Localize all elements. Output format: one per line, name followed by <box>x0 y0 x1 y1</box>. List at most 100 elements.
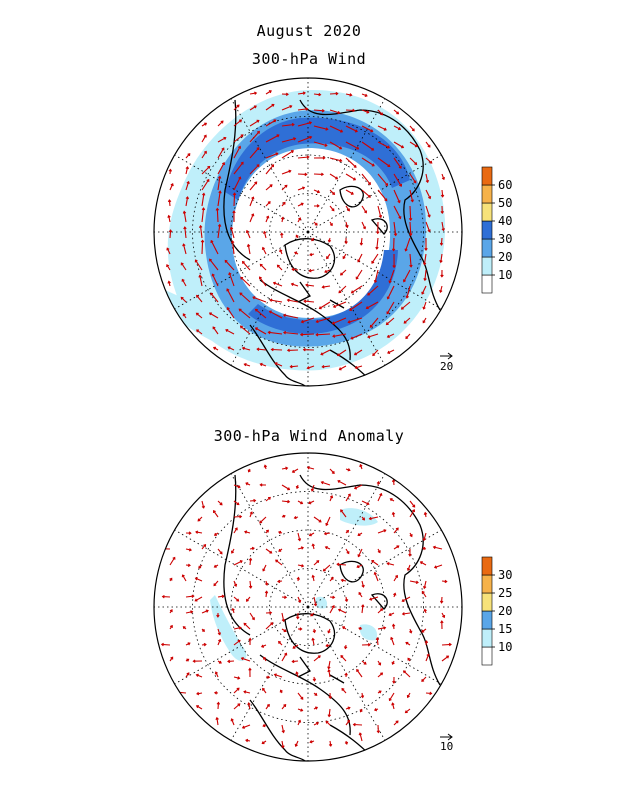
wind-vector-head <box>282 514 286 518</box>
wind-vector-head <box>444 579 448 584</box>
wind-vector-head <box>372 353 376 357</box>
wind-vector <box>371 560 379 566</box>
wind-vector <box>270 299 283 303</box>
wind-vector <box>345 109 355 112</box>
wind-vector-head <box>273 673 277 677</box>
wind-vector <box>389 269 395 283</box>
wind-vector <box>377 672 383 678</box>
wind-vector-head <box>284 652 288 656</box>
wind-vector-head <box>361 584 365 588</box>
wind-vector-head <box>264 590 269 594</box>
wind-vector-head <box>300 708 304 712</box>
wind-vector-head <box>423 278 427 282</box>
wind-vector <box>255 327 267 335</box>
wind-vector <box>265 134 280 143</box>
wind-vector-head <box>300 546 304 550</box>
wind-vector <box>345 189 354 195</box>
wind-vector-head <box>358 626 362 631</box>
wind-vector-head <box>287 499 291 504</box>
wind-vector-head <box>391 478 396 483</box>
wind-vector-head <box>233 583 238 587</box>
wind-vector <box>329 92 338 95</box>
reference-vector-wind: 20 <box>440 352 453 373</box>
wind-vector-head <box>209 258 212 262</box>
colorbar-anomaly: 10 15 20 25 30 <box>481 556 512 666</box>
wind-vector-head <box>302 347 306 352</box>
wind-vector-head <box>273 119 277 123</box>
wind-vector-head <box>426 653 430 657</box>
wind-vector-head <box>256 164 260 168</box>
wind-vector-head <box>347 706 351 710</box>
wind-vectors <box>166 90 446 371</box>
wind-vector-head <box>293 515 297 520</box>
wind-vector-head <box>218 190 222 194</box>
wind-vector-head <box>356 668 360 672</box>
wind-vector-head <box>410 199 415 203</box>
wind-vector-head <box>380 608 384 612</box>
colorbar-segment <box>481 610 493 630</box>
wind-vector-head <box>344 241 348 245</box>
wind-vector <box>341 688 347 694</box>
wind-vector <box>409 125 415 132</box>
wind-vector <box>217 137 226 143</box>
wind-vector-head <box>340 272 343 276</box>
panel-title-wind: 300-hPa Wind <box>251 50 367 68</box>
wind-vector-head <box>320 172 325 177</box>
wind-vector <box>425 157 433 164</box>
wind-vector-head <box>308 268 312 273</box>
wind-vector-head <box>429 691 433 696</box>
wind-vector <box>377 205 382 218</box>
wind-vector-head <box>308 533 312 537</box>
wind-vector <box>292 268 299 271</box>
wind-vector-head <box>323 531 327 536</box>
wind-vector-head <box>361 604 365 608</box>
wind-vector-head <box>256 130 260 134</box>
wind-vector-head <box>252 296 256 300</box>
wind-vector <box>169 557 176 566</box>
wind-vector-head <box>240 161 244 165</box>
wind-vector <box>217 548 223 555</box>
wind-vector <box>357 253 363 262</box>
wind-vector-head <box>405 295 409 299</box>
wind-vector <box>233 627 242 630</box>
wind-vector-head <box>218 638 222 642</box>
wind-vector-head <box>245 229 250 234</box>
wind-vector-head <box>393 233 398 237</box>
wind-vector-head <box>241 725 245 729</box>
wind-vector-head <box>302 91 306 95</box>
wind-vector-head <box>194 598 198 602</box>
wind-vector-head <box>239 292 243 296</box>
wind-vector-head <box>181 278 185 282</box>
wind-vector <box>393 221 397 236</box>
wind-vector <box>195 531 203 534</box>
meridian-line <box>174 154 309 233</box>
wind-vector-head <box>292 645 296 649</box>
wind-vector-head <box>439 242 444 246</box>
wind-vector <box>440 237 443 245</box>
wind-vector <box>361 141 374 151</box>
colorbar-tick-label: 25 <box>498 586 512 600</box>
meridian-line <box>230 606 309 741</box>
wind-vector-head <box>238 176 242 180</box>
wind-vector-head <box>236 687 240 691</box>
wind-vector-head <box>338 367 342 371</box>
wind-vector-head <box>312 678 317 682</box>
wind-vector-head <box>194 577 198 581</box>
wind-vector <box>361 221 366 229</box>
wind-vector <box>372 349 379 356</box>
reference-vector-label: 20 <box>440 360 453 373</box>
reference-vector-label: 10 <box>440 740 453 753</box>
wind-vector <box>297 108 308 111</box>
wind-vector-head <box>224 259 228 263</box>
wind-vector-head <box>251 196 255 200</box>
wind-vector-head <box>299 627 303 631</box>
wind-vector <box>405 708 411 714</box>
wind-vector <box>425 189 431 199</box>
wind-vector-head <box>213 691 218 695</box>
wind-vector-head <box>236 502 240 506</box>
wind-vector <box>361 604 364 614</box>
shade-band-lower-left <box>160 288 264 353</box>
wind-vector-head <box>212 326 216 330</box>
wind-vector <box>217 147 225 159</box>
wind-vector-head <box>230 550 235 554</box>
